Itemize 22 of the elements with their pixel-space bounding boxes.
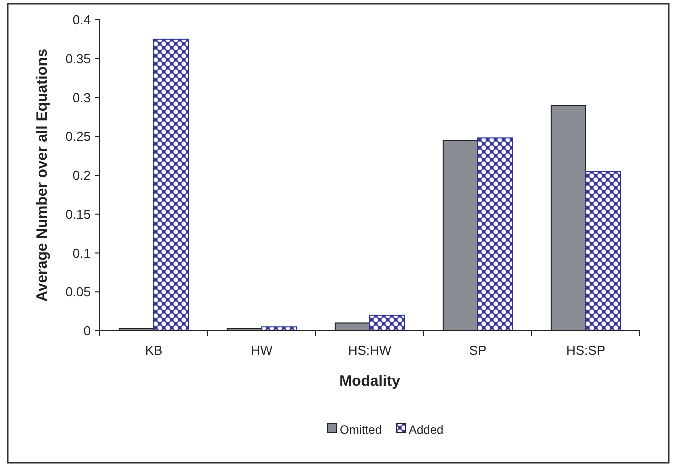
y-tick-label: 0.4: [72, 12, 91, 28]
x-tick-label: SP: [469, 343, 487, 358]
y-tick-label: 0.05: [66, 284, 91, 300]
y-tick-label: 0.2: [72, 168, 91, 184]
bar: [370, 314, 406, 332]
x-tick-label: HS:HW: [348, 343, 392, 358]
x-tick-label: HS:SP: [566, 343, 606, 358]
x-tick-label: KB: [145, 343, 163, 358]
x-axis-title: Modality: [340, 373, 402, 390]
y-tick-label: 0.3: [72, 90, 91, 106]
legend-label: Omitted: [340, 423, 382, 437]
bar: [478, 138, 514, 332]
legend-label: Added: [409, 423, 444, 437]
bar: [154, 38, 190, 332]
y-tick-label: 0.35: [66, 51, 91, 66]
x-tick-label: HW: [251, 343, 274, 358]
y-tick-label: 0.25: [66, 129, 91, 144]
y-axis-title: Average Number over all Equations: [34, 49, 51, 302]
y-tick-label: 0.15: [66, 206, 91, 222]
bar: [586, 171, 622, 332]
y-tick-label: 0: [84, 324, 91, 339]
y-tick-label: 0.1: [72, 246, 91, 261]
